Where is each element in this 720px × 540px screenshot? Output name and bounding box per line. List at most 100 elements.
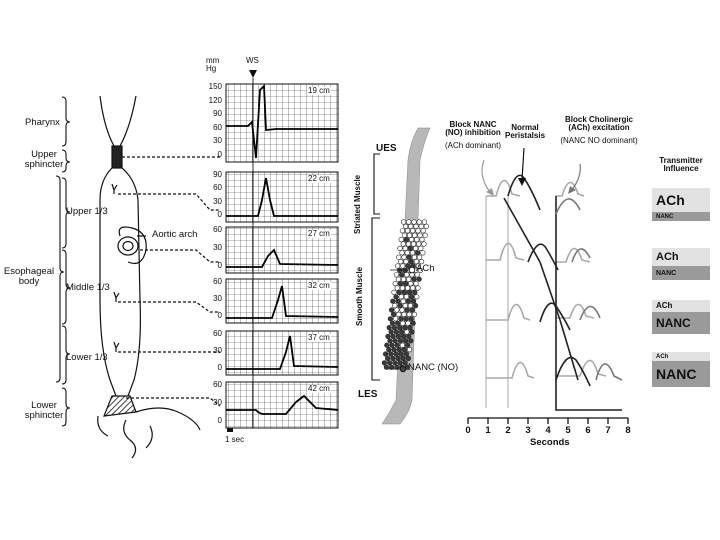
muscle-tube	[381, 127, 431, 425]
ach-neuron-dot	[411, 254, 418, 260]
nanc-neuron-dot	[415, 250, 421, 256]
ach-neuron-dot	[405, 285, 411, 291]
ach-neuron-dot	[406, 219, 412, 225]
x-tick-label-2: 2	[505, 425, 511, 436]
pressure-tick-4-0: 60	[213, 329, 222, 338]
nanc-legend-dot	[399, 365, 407, 373]
ach-neuron-dot	[395, 276, 402, 282]
unit-label: mm Hg	[206, 56, 220, 74]
ach-neuron-dot	[398, 294, 404, 300]
bar3-nanc	[652, 312, 710, 334]
ach-neuron-dot	[411, 241, 417, 247]
nanc-neuron-dot	[398, 351, 404, 357]
ach-neuron-dot	[407, 303, 414, 309]
ach-neuron-dot	[405, 320, 411, 326]
nanc-neuron-dot	[406, 333, 412, 340]
ach-legend-dot	[408, 266, 416, 274]
bar4-nanc	[652, 361, 710, 387]
x-tick-label-3: 3	[525, 425, 531, 436]
time-scale-label: 1 sec	[225, 435, 245, 444]
nanc-neuron-dot	[385, 355, 391, 362]
ach-neuron-dot	[408, 223, 414, 229]
ach-neuron-dot	[400, 263, 406, 269]
aortic-arch-label: Aortic arch	[152, 229, 198, 240]
lower-sphincter-label: Lower sphincter	[24, 400, 64, 421]
ach-neuron-dot	[398, 259, 404, 265]
nanc-neuron-dot	[384, 342, 390, 348]
ach-neuron-dot	[401, 254, 407, 260]
nanc-neuron-dot	[408, 338, 414, 344]
ach-neuron-dot	[401, 219, 407, 225]
nanc-neuron-dot	[387, 360, 393, 366]
nanc-neuron-dot	[389, 342, 395, 348]
nanc-neuron-dot	[403, 351, 410, 357]
nanc-neuron-dot	[394, 342, 400, 348]
nanc-neuron-dot	[403, 281, 409, 287]
nanc-neuron-dot	[405, 355, 412, 362]
bar-3-ach-label: ACh	[656, 353, 669, 360]
ach-neuron-dot	[403, 259, 409, 265]
ach-neuron-dot	[405, 241, 412, 247]
bar-1-ach-label: ACh	[656, 250, 679, 263]
nanc-neuron-dot	[386, 347, 392, 353]
ues-label: UES	[376, 143, 397, 154]
nanc-neuron-dot	[391, 325, 398, 331]
nanc-neuron-dot	[383, 351, 389, 357]
muscle-leaders	[388, 269, 410, 370]
ach-neuron-dot	[406, 311, 412, 318]
manometry-panels	[225, 83, 339, 429]
nanc-neuron-dot	[388, 351, 394, 357]
x-tick-label-6: 6	[585, 425, 591, 436]
nanc-neuron-dot	[403, 316, 409, 322]
pressure-tick-3-2: 0	[217, 311, 222, 320]
bar3-ach	[652, 300, 710, 312]
pressure-tick-0-2: 90	[213, 109, 222, 119]
annotation-arrows	[481, 147, 581, 196]
ach-neuron-dot	[402, 245, 408, 251]
ach-neuron-dot	[392, 281, 398, 287]
ach-neuron-dot	[417, 232, 423, 238]
nanc-neuron-dot	[409, 329, 415, 335]
nanc-neuron-dot	[405, 298, 412, 304]
ach-neuron-dot	[403, 294, 410, 300]
ach-neuron-dot	[404, 329, 410, 335]
trace-depth-label-3: 32 cm	[307, 281, 331, 291]
ach-neuron-dot	[400, 241, 406, 247]
bar-2-nanc-label: NANC	[656, 316, 691, 330]
nanc-neuron-dot	[395, 298, 401, 304]
nanc-neuron-dot	[390, 355, 396, 362]
nanc-neuron-dot	[390, 333, 396, 340]
nanc-neuron-dot	[390, 298, 396, 304]
ach-neuron-dot	[401, 276, 407, 282]
ach-neuron-dot	[419, 259, 425, 265]
nanc-neuron-dot	[397, 325, 403, 331]
pressure-tick-4-1: 30	[213, 346, 222, 355]
nanc-neuron-dot	[392, 338, 398, 344]
ach-neuron-dot	[403, 223, 409, 229]
nanc-neuron-dot	[410, 320, 416, 326]
time-scale-bar	[227, 428, 233, 432]
nanc-neuron-dot	[387, 338, 393, 344]
ach-neuron-dot	[415, 263, 422, 269]
nanc-neuron-dot	[397, 338, 404, 344]
bar-1-nanc-label: NANC	[656, 269, 677, 277]
bar-2-ach-label: ACh	[656, 301, 673, 310]
nanc-neuron-dot	[402, 360, 408, 366]
ach-neuron-dot	[401, 311, 407, 318]
ach-neuron-dot	[399, 307, 405, 313]
nanc-neuron-dot	[401, 289, 408, 296]
ach-neuron-dot	[392, 303, 398, 309]
ach-neuron-dot	[420, 228, 426, 234]
nanc-neuron-dot	[396, 347, 402, 353]
nanc-neuron-dot	[393, 329, 400, 335]
ach-neuron-dot	[410, 228, 416, 234]
ach-neuron-dot	[399, 228, 406, 234]
dashed-leaders	[118, 156, 221, 407]
trace-depth-label-0: 19 cm	[307, 86, 331, 96]
nanc-neuron-dot	[397, 360, 403, 366]
ach-neuron-dot	[399, 342, 406, 348]
pressure-tick-5-1: 30	[213, 398, 222, 407]
nanc-neuron-dot	[406, 254, 412, 260]
bar4-ach	[652, 352, 710, 361]
